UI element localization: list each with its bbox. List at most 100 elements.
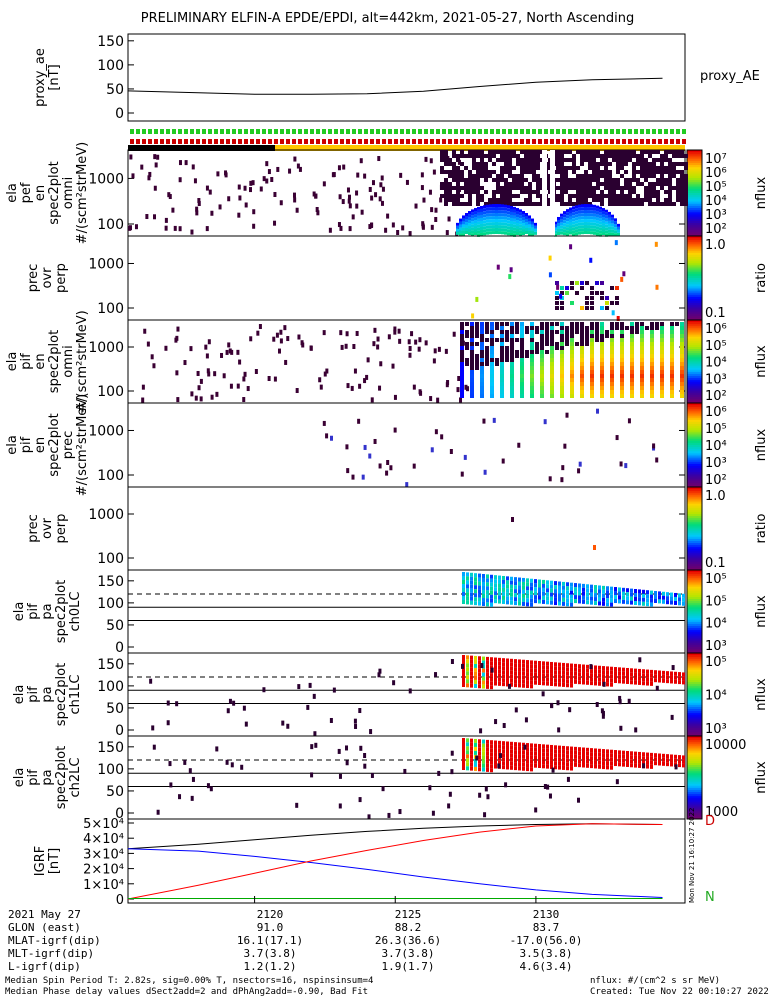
spectrogram-pixel: [478, 573, 481, 578]
spectrogram-pixel: [622, 675, 625, 680]
spectrogram-pixel: [602, 593, 605, 598]
spectrogram-pixel: [534, 751, 537, 756]
spectrogram-pixel: [550, 386, 554, 390]
spectrogram-pixel: [581, 222, 584, 226]
spectrogram-pixel: [530, 386, 534, 390]
spectrogram-pixel: [490, 578, 493, 583]
spectrogram-pixel: [522, 223, 525, 227]
spectrogram-pixel: [650, 350, 654, 354]
spectrogram-pixel: [668, 150, 672, 154]
spectrogram-pixel: [530, 366, 534, 370]
spectrogram-pixel: [555, 330, 559, 334]
spectrogram-pixel: [565, 412, 569, 418]
spectrogram-pixel: [570, 758, 573, 763]
spectrogram-pixel: [510, 378, 514, 382]
spectrogram-pixel: [644, 178, 648, 182]
spectrogram-pixel: [498, 228, 501, 232]
spectrogram-pixel: [205, 226, 209, 232]
spectrogram-pixel: [195, 206, 199, 212]
status-mark-green: [328, 129, 332, 134]
spectrogram-pixel: [560, 213, 563, 217]
spectrogram-pixel: [490, 374, 494, 378]
spectrogram-pixel: [588, 150, 592, 154]
spectrogram-pixel: [588, 190, 592, 194]
spectrogram-pixel: [145, 214, 149, 220]
spectrogram-pixel: [660, 186, 664, 190]
spectrogram-pixel: [578, 595, 581, 600]
spectrogram-pixel: [584, 198, 588, 202]
spectrogram-pixel: [498, 657, 501, 662]
spectrogram-pixel: [466, 683, 469, 688]
spectrogram-pixel: [560, 286, 564, 290]
spectrogram-pixel: [482, 664, 485, 669]
spectrogram-pixel: [558, 670, 561, 675]
colorbar-cell: [687, 700, 702, 704]
status-mark-red: [232, 139, 236, 144]
colorbar-cell: [687, 565, 702, 569]
status-mark-green: [418, 129, 422, 134]
spectrogram-pixel: [642, 589, 645, 594]
spectrogram-pixel: [514, 746, 517, 751]
spectrogram-pixel: [618, 750, 621, 755]
spectrogram-pixel: [378, 463, 382, 469]
spectrogram-pixel: [470, 750, 473, 755]
spectrogram-pixel: [478, 601, 481, 606]
spectrogram-pixel: [478, 668, 481, 673]
spectrogram-pixel: [570, 667, 573, 672]
spectrogram-pixel: [265, 178, 269, 184]
spectrogram-pixel: [596, 162, 600, 166]
spectrogram-pixel: [281, 720, 285, 726]
spectrogram-pixel: [450, 658, 454, 664]
spectrogram-pixel: [604, 158, 608, 162]
y-axis-label: spec2plot: [54, 663, 69, 726]
spectrogram-pixel: [505, 354, 509, 358]
spectrogram-pixel: [557, 228, 560, 232]
spectrogram-pixel: [470, 596, 473, 601]
status-mark-red: [202, 139, 206, 144]
y-axis-label: perp: [54, 514, 69, 544]
spectrogram-pixel: [339, 225, 343, 231]
colorbar-cell: [687, 470, 702, 473]
spectrogram-pixel: [530, 684, 533, 689]
spectrogram-pixel: [480, 326, 484, 330]
spectrogram-pixel: [468, 174, 472, 178]
spectrogram-pixel: [592, 194, 596, 198]
spectrogram-pixel: [480, 166, 484, 170]
spectrogram-pixel: [606, 757, 609, 762]
spectrogram-pixel: [502, 678, 505, 683]
spectrogram-pixel: [279, 329, 283, 335]
spectrogram-pixel: [500, 158, 504, 162]
colorbar-cell: [687, 175, 702, 179]
colorbar-cell: [687, 499, 702, 503]
spectrogram-pixel: [636, 158, 640, 162]
spectrogram-pixel: [486, 590, 489, 595]
status-mark-green: [214, 129, 218, 134]
spectrogram-pixel: [618, 762, 621, 767]
spectrogram-pixel: [522, 585, 525, 590]
spectrogram-pixel: [560, 390, 564, 394]
spectrogram-pixel: [543, 783, 547, 789]
spectrogram-pixel: [652, 150, 656, 154]
spectrogram-pixel: [368, 453, 372, 459]
spectrogram-pixel: [617, 226, 620, 230]
colorbar-cell: [687, 667, 702, 671]
spectrogram-pixel: [471, 215, 474, 219]
spectrogram-pixel: [500, 386, 504, 390]
spectrogram-pixel: [680, 202, 684, 206]
spectrogram-pixel: [680, 366, 684, 370]
spectrogram-pixel: [542, 595, 545, 600]
spectrogram-pixel: [524, 150, 528, 154]
spectrogram-pixel: [510, 354, 514, 358]
footer-spin-period: Median Spin Period T: 2.82s, sig=0.00% T…: [5, 976, 374, 986]
spectrogram-pixel: [650, 752, 653, 757]
spectrogram-pixel: [590, 370, 594, 374]
spectrogram-pixel: [566, 218, 569, 222]
spectrogram-pixel: [590, 291, 594, 295]
status-mark-green: [580, 129, 584, 134]
colorbar-tick-label: 10⁵: [705, 594, 727, 609]
spectrogram-pixel: [474, 573, 477, 578]
spectrogram-pixel: [678, 601, 681, 606]
spectrogram-pixel: [434, 672, 438, 678]
spectrogram-pixel: [626, 762, 629, 767]
spectrogram-pixel: [393, 329, 397, 335]
